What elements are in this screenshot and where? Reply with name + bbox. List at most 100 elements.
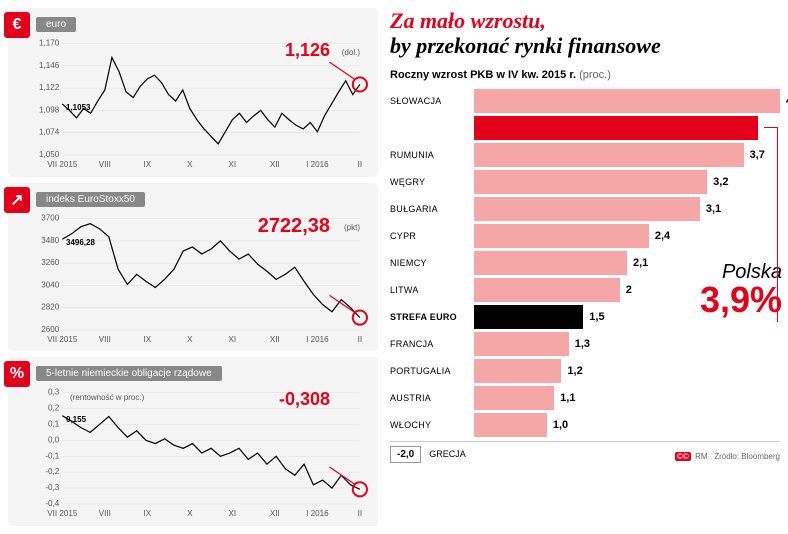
svg-text:XI: XI [229, 335, 237, 344]
svg-text:3040: 3040 [41, 280, 59, 289]
svg-text:1,050: 1,050 [39, 150, 60, 159]
bar-row: PORTUGALIA 1,2 [390, 359, 780, 383]
headline-red: Za mało wzrostu, [390, 8, 546, 33]
bar-label: BUŁGARIA [390, 204, 470, 214]
bar-track [474, 116, 780, 140]
bar-value: 2,4 [655, 230, 670, 242]
svg-text:1,122: 1,122 [39, 83, 60, 92]
bar-label: WĘGRY [390, 177, 470, 187]
poland-connector [764, 127, 778, 322]
svg-text:XI: XI [229, 160, 237, 169]
svg-text:0,3: 0,3 [48, 388, 60, 397]
headline-black: by przekonać rynki finansowe [390, 33, 661, 58]
bar-label: PORTUGALIA [390, 366, 470, 376]
svg-text:I 2016: I 2016 [306, 160, 329, 169]
bar-track: 1,3 [474, 332, 780, 356]
bar-label: FRANCJA [390, 339, 470, 349]
svg-text:0,0: 0,0 [48, 436, 60, 445]
bar-fill [474, 278, 620, 302]
greece-row: -2,0 GRECJA ©© RM Źródło: Bloomberg [390, 441, 780, 463]
bar-track: 3,1 [474, 197, 780, 221]
bar-value: 3,7 [750, 149, 765, 161]
headline: Za mało wzrostu, by przekonać rynki fina… [390, 8, 780, 59]
start-label: 0,155 [66, 415, 86, 424]
svg-text:-0,3: -0,3 [45, 483, 59, 492]
svg-text:1,146: 1,146 [39, 61, 60, 70]
cc-icon: ©© [675, 452, 691, 461]
svg-text:3480: 3480 [41, 236, 59, 245]
svg-text:XII: XII [270, 509, 280, 518]
chart-title: 5-letnie niemieckie obligacje rządowe [36, 366, 222, 381]
source-line: ©© RM Źródło: Bloomberg [675, 452, 780, 461]
bar-track: 3,2 [474, 170, 780, 194]
bars-container: SŁOWACJA4,2RUMUNIA3,7WĘGRY3,2BUŁGARIA3,1… [390, 89, 780, 437]
bar-row: RUMUNIA3,7 [390, 143, 780, 167]
chart-area: 260028203040326034803700VII 2015VIIIIXXX… [36, 209, 370, 348]
greece-label: GRECJA [429, 449, 466, 459]
bar-label: STREFA EURO [390, 312, 470, 322]
svg-text:1,098: 1,098 [39, 105, 60, 114]
bar-fill [474, 332, 569, 356]
bar-value: 1,0 [553, 419, 568, 431]
svg-text:II: II [358, 160, 363, 169]
svg-text:2820: 2820 [41, 302, 59, 311]
bar-row: BUŁGARIA 3,1 [390, 197, 780, 221]
bar-value: 1,3 [575, 338, 590, 350]
svg-text:-0,2: -0,2 [45, 468, 59, 477]
bar-row: CYPR 2,4 [390, 224, 780, 248]
svg-text:3700: 3700 [41, 213, 59, 222]
callout-value: 1,126 [285, 40, 330, 61]
bar-track: 1,2 [474, 359, 780, 383]
bar-label: NIEMCY [390, 258, 470, 268]
bar-row: FRANCJA 1,3 [390, 332, 780, 356]
svg-text:1,074: 1,074 [39, 128, 60, 137]
svg-text:XII: XII [270, 335, 280, 344]
svg-text:VII 2015: VII 2015 [47, 335, 78, 344]
chart-area: 1,0501,0741,0981,1221,1461,170VII 2015VI… [36, 34, 370, 173]
bar-track: 3,7 [474, 143, 780, 167]
svg-text:3260: 3260 [41, 258, 59, 267]
start-label: 1,1053 [66, 103, 90, 112]
svg-text:VII 2015: VII 2015 [47, 509, 78, 518]
svg-text:0,2: 0,2 [48, 404, 60, 413]
svg-text:VIII: VIII [99, 509, 111, 518]
euro-icon: € [4, 12, 30, 38]
bar-fill [474, 143, 744, 167]
svg-text:I 2016: I 2016 [306, 509, 329, 518]
unit-label: (rentowność w proc.) [70, 393, 144, 402]
svg-text:X: X [187, 335, 193, 344]
bonds-icon: % [4, 361, 30, 387]
bar-label: WŁOCHY [390, 420, 470, 430]
bar-fill [474, 305, 583, 329]
bar-row [390, 116, 780, 140]
infographic-root: €euro1,0501,0741,0981,1221,1461,170VII 2… [0, 0, 788, 534]
bar-value: 1,1 [560, 392, 575, 404]
bar-fill [474, 386, 554, 410]
chart-area: -0,4-0,3-0,2-0,10,00,10,20,3VII 2015VIII… [36, 383, 370, 522]
bar-fill [474, 251, 627, 275]
bar-value: 3,1 [706, 203, 721, 215]
svg-text:-0,4: -0,4 [45, 499, 59, 508]
svg-text:2600: 2600 [41, 325, 59, 334]
bar-value: 2 [626, 284, 632, 296]
chart-title: indeks EuroStoxx50 [36, 192, 145, 207]
stoxx-icon: ↗ [4, 187, 30, 213]
svg-text:II: II [358, 335, 363, 344]
bar-value: 3,2 [713, 176, 728, 188]
svg-text:VII 2015: VII 2015 [47, 160, 78, 169]
bar-label: CYPR [390, 231, 470, 241]
bar-fill [474, 413, 547, 437]
chart-bonds: %5-letnie niemieckie obligacje rządowe-0… [8, 357, 378, 526]
bar-fill [474, 359, 561, 383]
chart-stoxx: ↗indeks EuroStoxx50260028203040326034803… [8, 183, 378, 352]
svg-text:VIII: VIII [99, 160, 111, 169]
bar-fill [474, 170, 707, 194]
bar-label: SŁOWACJA [390, 96, 470, 106]
bar-chart-column: Za mało wzrostu, by przekonać rynki fina… [390, 8, 780, 526]
bar-fill [474, 197, 700, 221]
line-charts-column: €euro1,0501,0741,0981,1221,1461,170VII 2… [8, 8, 378, 526]
bar-track: 1,1 [474, 386, 780, 410]
bar-value: 2,1 [633, 257, 648, 269]
svg-text:IX: IX [144, 335, 152, 344]
bar-fill [474, 224, 649, 248]
